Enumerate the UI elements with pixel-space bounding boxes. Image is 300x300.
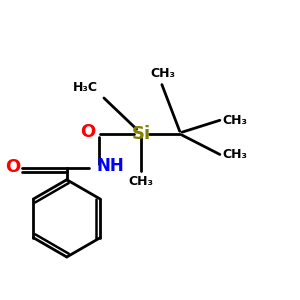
Text: Si: Si: [131, 125, 151, 143]
Text: O: O: [5, 158, 21, 176]
Text: CH₃: CH₃: [223, 148, 248, 161]
Text: CH₃: CH₃: [223, 114, 248, 127]
Text: CH₃: CH₃: [151, 67, 176, 80]
Text: CH₃: CH₃: [129, 175, 154, 188]
Text: H₃C: H₃C: [73, 80, 98, 94]
Text: NH: NH: [97, 157, 124, 175]
Text: O: O: [80, 123, 95, 141]
